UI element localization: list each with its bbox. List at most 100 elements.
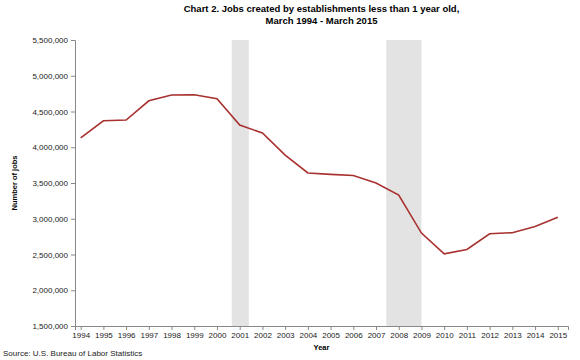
- x-tick-label: 1994: [72, 331, 90, 340]
- x-tick-mark: [194, 326, 195, 330]
- y-tick-label: 5,000,000: [32, 72, 68, 81]
- x-tick-mark: [353, 326, 354, 330]
- x-tick-mark: [421, 326, 422, 330]
- x-tick-label: 1996: [118, 331, 136, 340]
- x-tick: 2007: [368, 326, 386, 340]
- y-tick-mark: [71, 255, 75, 256]
- y-tick-mark: [71, 183, 75, 184]
- x-tick-mark: [217, 326, 218, 330]
- x-tick: 2014: [527, 326, 545, 340]
- y-tick: 2,000,000: [32, 286, 75, 295]
- x-tick-label: 2009: [413, 331, 431, 340]
- y-axis: 1,500,000 2,000,000 2,500,000 3,000,000 3,50…: [32, 36, 75, 331]
- y-axis-title: Number of jobs: [10, 155, 19, 210]
- x-tick-mark: [126, 326, 127, 330]
- x-tick-mark: [535, 326, 536, 330]
- data-line: [81, 95, 558, 254]
- y-tick: 4,500,000: [32, 108, 75, 117]
- x-tick-label: 1995: [95, 331, 113, 340]
- x-tick: 1996: [118, 326, 136, 340]
- x-tick-mark: [172, 326, 173, 330]
- y-tick-mark: [71, 112, 75, 113]
- y-tick: 4,000,000: [32, 143, 75, 152]
- y-tick: 2,500,000: [32, 251, 75, 260]
- x-tick: 2010: [436, 326, 454, 340]
- x-tick-label: 1997: [140, 331, 158, 340]
- x-tick-mark: [262, 326, 263, 330]
- y-tick-label: 5,500,000: [32, 36, 68, 45]
- x-tick-label: 2007: [368, 331, 386, 340]
- x-tick-label: 2001: [231, 331, 249, 340]
- x-tick: 2006: [345, 326, 363, 340]
- y-tick-mark: [71, 147, 75, 148]
- x-tick: 2011: [459, 326, 477, 340]
- y-tick: 3,000,000: [32, 215, 75, 224]
- x-tick-mark: [331, 326, 332, 330]
- x-tick-label: 2002: [254, 331, 272, 340]
- y-tick-label: 2,000,000: [32, 286, 68, 295]
- x-tick-mark: [512, 326, 513, 330]
- x-axis-title: Year: [314, 343, 330, 352]
- x-tick: 1998: [163, 326, 181, 340]
- source: Source: U.S. Bureau of Labor Statistics: [3, 349, 142, 358]
- x-tick: 2008: [390, 326, 408, 340]
- x-tick-label: 1999: [186, 331, 204, 340]
- x-tick: 2012: [481, 326, 499, 340]
- x-tick: 1994: [72, 326, 90, 340]
- x-tick-mark: [490, 326, 491, 330]
- x-tick-label: 2005: [322, 331, 340, 340]
- x-tick: 2005: [322, 326, 340, 340]
- x-tick-mark: [467, 326, 468, 330]
- y-tick-mark: [71, 76, 75, 77]
- y-tick-label: 1,500,000: [32, 322, 68, 331]
- x-tick: 1995: [95, 326, 113, 340]
- x-tick-label: 2006: [345, 331, 363, 340]
- chart: Chart 2. Jobs created by establishments …: [0, 0, 580, 360]
- x-axis-line: [76, 327, 569, 331]
- plot-area: [81, 40, 558, 326]
- x-tick-label: 2010: [436, 331, 454, 340]
- x-tick-label: 1998: [163, 331, 181, 340]
- x-tick: 1999: [186, 326, 204, 340]
- y-tick: 5,000,000: [32, 72, 75, 81]
- x-tick-label: 2014: [527, 331, 545, 340]
- y-tick-mark: [71, 40, 75, 41]
- x-tick-label: 2000: [209, 331, 227, 340]
- x-tick-mark: [558, 326, 559, 330]
- x-tick-mark: [444, 326, 445, 330]
- y-tick-mark: [71, 290, 75, 291]
- x-tick: 2001: [231, 326, 249, 340]
- x-tick-mark: [308, 326, 309, 330]
- x-tick-mark: [240, 326, 241, 330]
- y-tick: 1,500,000: [32, 322, 75, 331]
- y-axis-line: [71, 41, 76, 327]
- x-tick-label: 2003: [277, 331, 295, 340]
- x-tick-label: 2013: [504, 331, 522, 340]
- y-tick-mark: [71, 219, 75, 220]
- x-tick-mark: [285, 326, 286, 330]
- y-tick-label: 3,500,000: [32, 179, 68, 188]
- shaded-period: [386, 40, 421, 326]
- shaded-period: [232, 40, 249, 326]
- x-tick-label: 2011: [459, 331, 477, 340]
- title: Chart 2. Jobs created by establishments …: [184, 3, 460, 14]
- x-tick-mark: [399, 326, 400, 330]
- y-tick: 3,500,000: [32, 179, 75, 188]
- x-tick: 2004: [299, 326, 317, 340]
- subtitle: March 1994 - March 2015: [266, 15, 379, 26]
- x-tick-mark: [149, 326, 150, 330]
- x-tick: 2003: [277, 326, 295, 340]
- y-tick-label: 4,500,000: [32, 108, 68, 117]
- x-tick-label: 2004: [299, 331, 317, 340]
- x-tick-mark: [103, 326, 104, 330]
- y-tick-label: 2,500,000: [32, 251, 68, 260]
- x-tick: 2009: [413, 326, 431, 340]
- x-tick-mark: [81, 326, 82, 330]
- x-tick: 2000: [209, 326, 227, 340]
- y-tick-mark: [71, 326, 75, 327]
- x-tick: 2015: [549, 326, 567, 340]
- x-tick: 2013: [504, 326, 522, 340]
- y-tick: 5,500,000: [32, 36, 75, 45]
- x-tick-mark: [376, 326, 377, 330]
- x-tick-label: 2015: [549, 331, 567, 340]
